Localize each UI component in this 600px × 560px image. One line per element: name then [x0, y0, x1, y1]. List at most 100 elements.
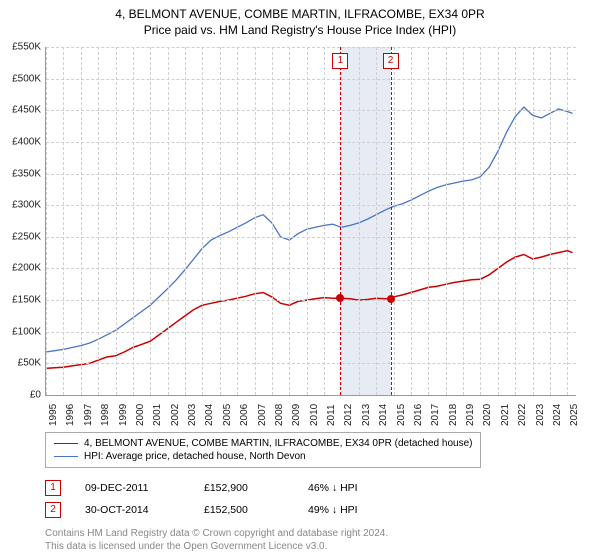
y-axis-label: £300K — [5, 200, 41, 211]
sale-price: £152,900 — [204, 482, 284, 494]
x-axis-label: 2016 — [413, 404, 424, 426]
x-axis-label: 2022 — [517, 404, 528, 426]
gridline-v — [463, 47, 464, 395]
x-axis-label: 2005 — [222, 404, 233, 426]
gridline-v — [63, 47, 64, 395]
sale-row: 2 30-OCT-2014 £152,500 49% ↓ HPI — [45, 502, 358, 518]
legend-row: HPI: Average price, detached house, Nort… — [54, 450, 472, 463]
x-axis-label: 2014 — [378, 404, 389, 426]
gridline-v — [150, 47, 151, 395]
gridline-v — [359, 47, 360, 395]
gridline-h — [46, 142, 576, 143]
y-axis-label: £0 — [5, 390, 41, 401]
x-axis-label: 2010 — [309, 404, 320, 426]
series-hpi — [46, 107, 573, 352]
sale-delta: 49% ↓ HPI — [308, 504, 358, 516]
marker-line — [340, 47, 341, 395]
x-axis-label: 2000 — [135, 404, 146, 426]
sale-date: 09-DEC-2011 — [85, 482, 180, 494]
gridline-v — [376, 47, 377, 395]
gridline-v — [168, 47, 169, 395]
gridline-h — [46, 332, 576, 333]
y-axis-label: £250K — [5, 231, 41, 242]
y-axis-label: £500K — [5, 73, 41, 84]
x-axis-label: 1995 — [48, 404, 59, 426]
x-axis-label: 2019 — [465, 404, 476, 426]
legend-swatch — [54, 456, 78, 457]
y-axis-label: £450K — [5, 105, 41, 116]
price-chart: 12 — [45, 47, 576, 396]
gridline-v — [480, 47, 481, 395]
y-axis-label: £100K — [5, 326, 41, 337]
footer-attribution: Contains HM Land Registry data © Crown c… — [45, 527, 388, 553]
legend-swatch — [54, 443, 78, 444]
x-axis-label: 1999 — [118, 404, 129, 426]
x-axis-label: 2021 — [500, 404, 511, 426]
x-axis-label: 1996 — [65, 404, 76, 426]
marker-dot — [387, 295, 395, 303]
gridline-h — [46, 205, 576, 206]
gridline-h — [46, 268, 576, 269]
sale-delta: 46% ↓ HPI — [308, 482, 358, 494]
gridline-v — [550, 47, 551, 395]
gridline-v — [446, 47, 447, 395]
x-axis-label: 1998 — [100, 404, 111, 426]
x-axis-label: 2024 — [552, 404, 563, 426]
y-axis-label: £150K — [5, 295, 41, 306]
x-axis-label: 2012 — [343, 404, 354, 426]
gridline-v — [428, 47, 429, 395]
y-axis-label: £400K — [5, 136, 41, 147]
sale-price: £152,500 — [204, 504, 284, 516]
gridline-v — [411, 47, 412, 395]
gridline-v — [46, 47, 47, 395]
sale-marker-icon: 1 — [45, 480, 61, 496]
footer-line: This data is licensed under the Open Gov… — [45, 540, 388, 553]
x-axis-label: 2017 — [430, 404, 441, 426]
x-axis-label: 2008 — [274, 404, 285, 426]
gridline-v — [116, 47, 117, 395]
x-axis-label: 2004 — [204, 404, 215, 426]
legend-label: HPI: Average price, detached house, Nort… — [84, 451, 306, 462]
x-axis-label: 2013 — [361, 404, 372, 426]
legend-row: 4, BELMONT AVENUE, COMBE MARTIN, ILFRACO… — [54, 437, 472, 450]
chart-title: 4, BELMONT AVENUE, COMBE MARTIN, ILFRACO… — [0, 0, 600, 38]
gridline-h — [46, 363, 576, 364]
gridline-v — [81, 47, 82, 395]
x-axis-label: 2006 — [239, 404, 250, 426]
gridline-h — [46, 300, 576, 301]
x-axis-label: 2001 — [152, 404, 163, 426]
sale-marker-icon: 2 — [45, 502, 61, 518]
y-axis-label: £50K — [5, 358, 41, 369]
gridline-h — [46, 110, 576, 111]
marker-dot — [336, 294, 344, 302]
x-axis-label: 2020 — [482, 404, 493, 426]
gridline-v — [98, 47, 99, 395]
y-axis-label: £200K — [5, 263, 41, 274]
gridline-v — [341, 47, 342, 395]
gridline-v — [289, 47, 290, 395]
marker-tag: 1 — [332, 53, 348, 69]
y-axis-label: £350K — [5, 168, 41, 179]
marker-line — [391, 47, 392, 395]
gridline-h — [46, 174, 576, 175]
gridline-v — [498, 47, 499, 395]
marker-tag: 2 — [383, 53, 399, 69]
gridline-v — [533, 47, 534, 395]
x-axis-label: 2018 — [448, 404, 459, 426]
x-axis-label: 2023 — [535, 404, 546, 426]
x-axis-label: 2003 — [187, 404, 198, 426]
gridline-v — [272, 47, 273, 395]
x-axis-label: 2002 — [170, 404, 181, 426]
gridline-h — [46, 237, 576, 238]
x-axis-label: 2011 — [326, 404, 337, 426]
gridline-v — [307, 47, 308, 395]
x-axis-label: 2007 — [257, 404, 268, 426]
gridline-v — [394, 47, 395, 395]
gridline-v — [324, 47, 325, 395]
footer-line: Contains HM Land Registry data © Crown c… — [45, 527, 388, 540]
gridline-v — [567, 47, 568, 395]
chart-lines — [46, 47, 576, 395]
sale-date: 30-OCT-2014 — [85, 504, 180, 516]
x-axis-label: 2025 — [569, 404, 580, 426]
gridline-v — [133, 47, 134, 395]
